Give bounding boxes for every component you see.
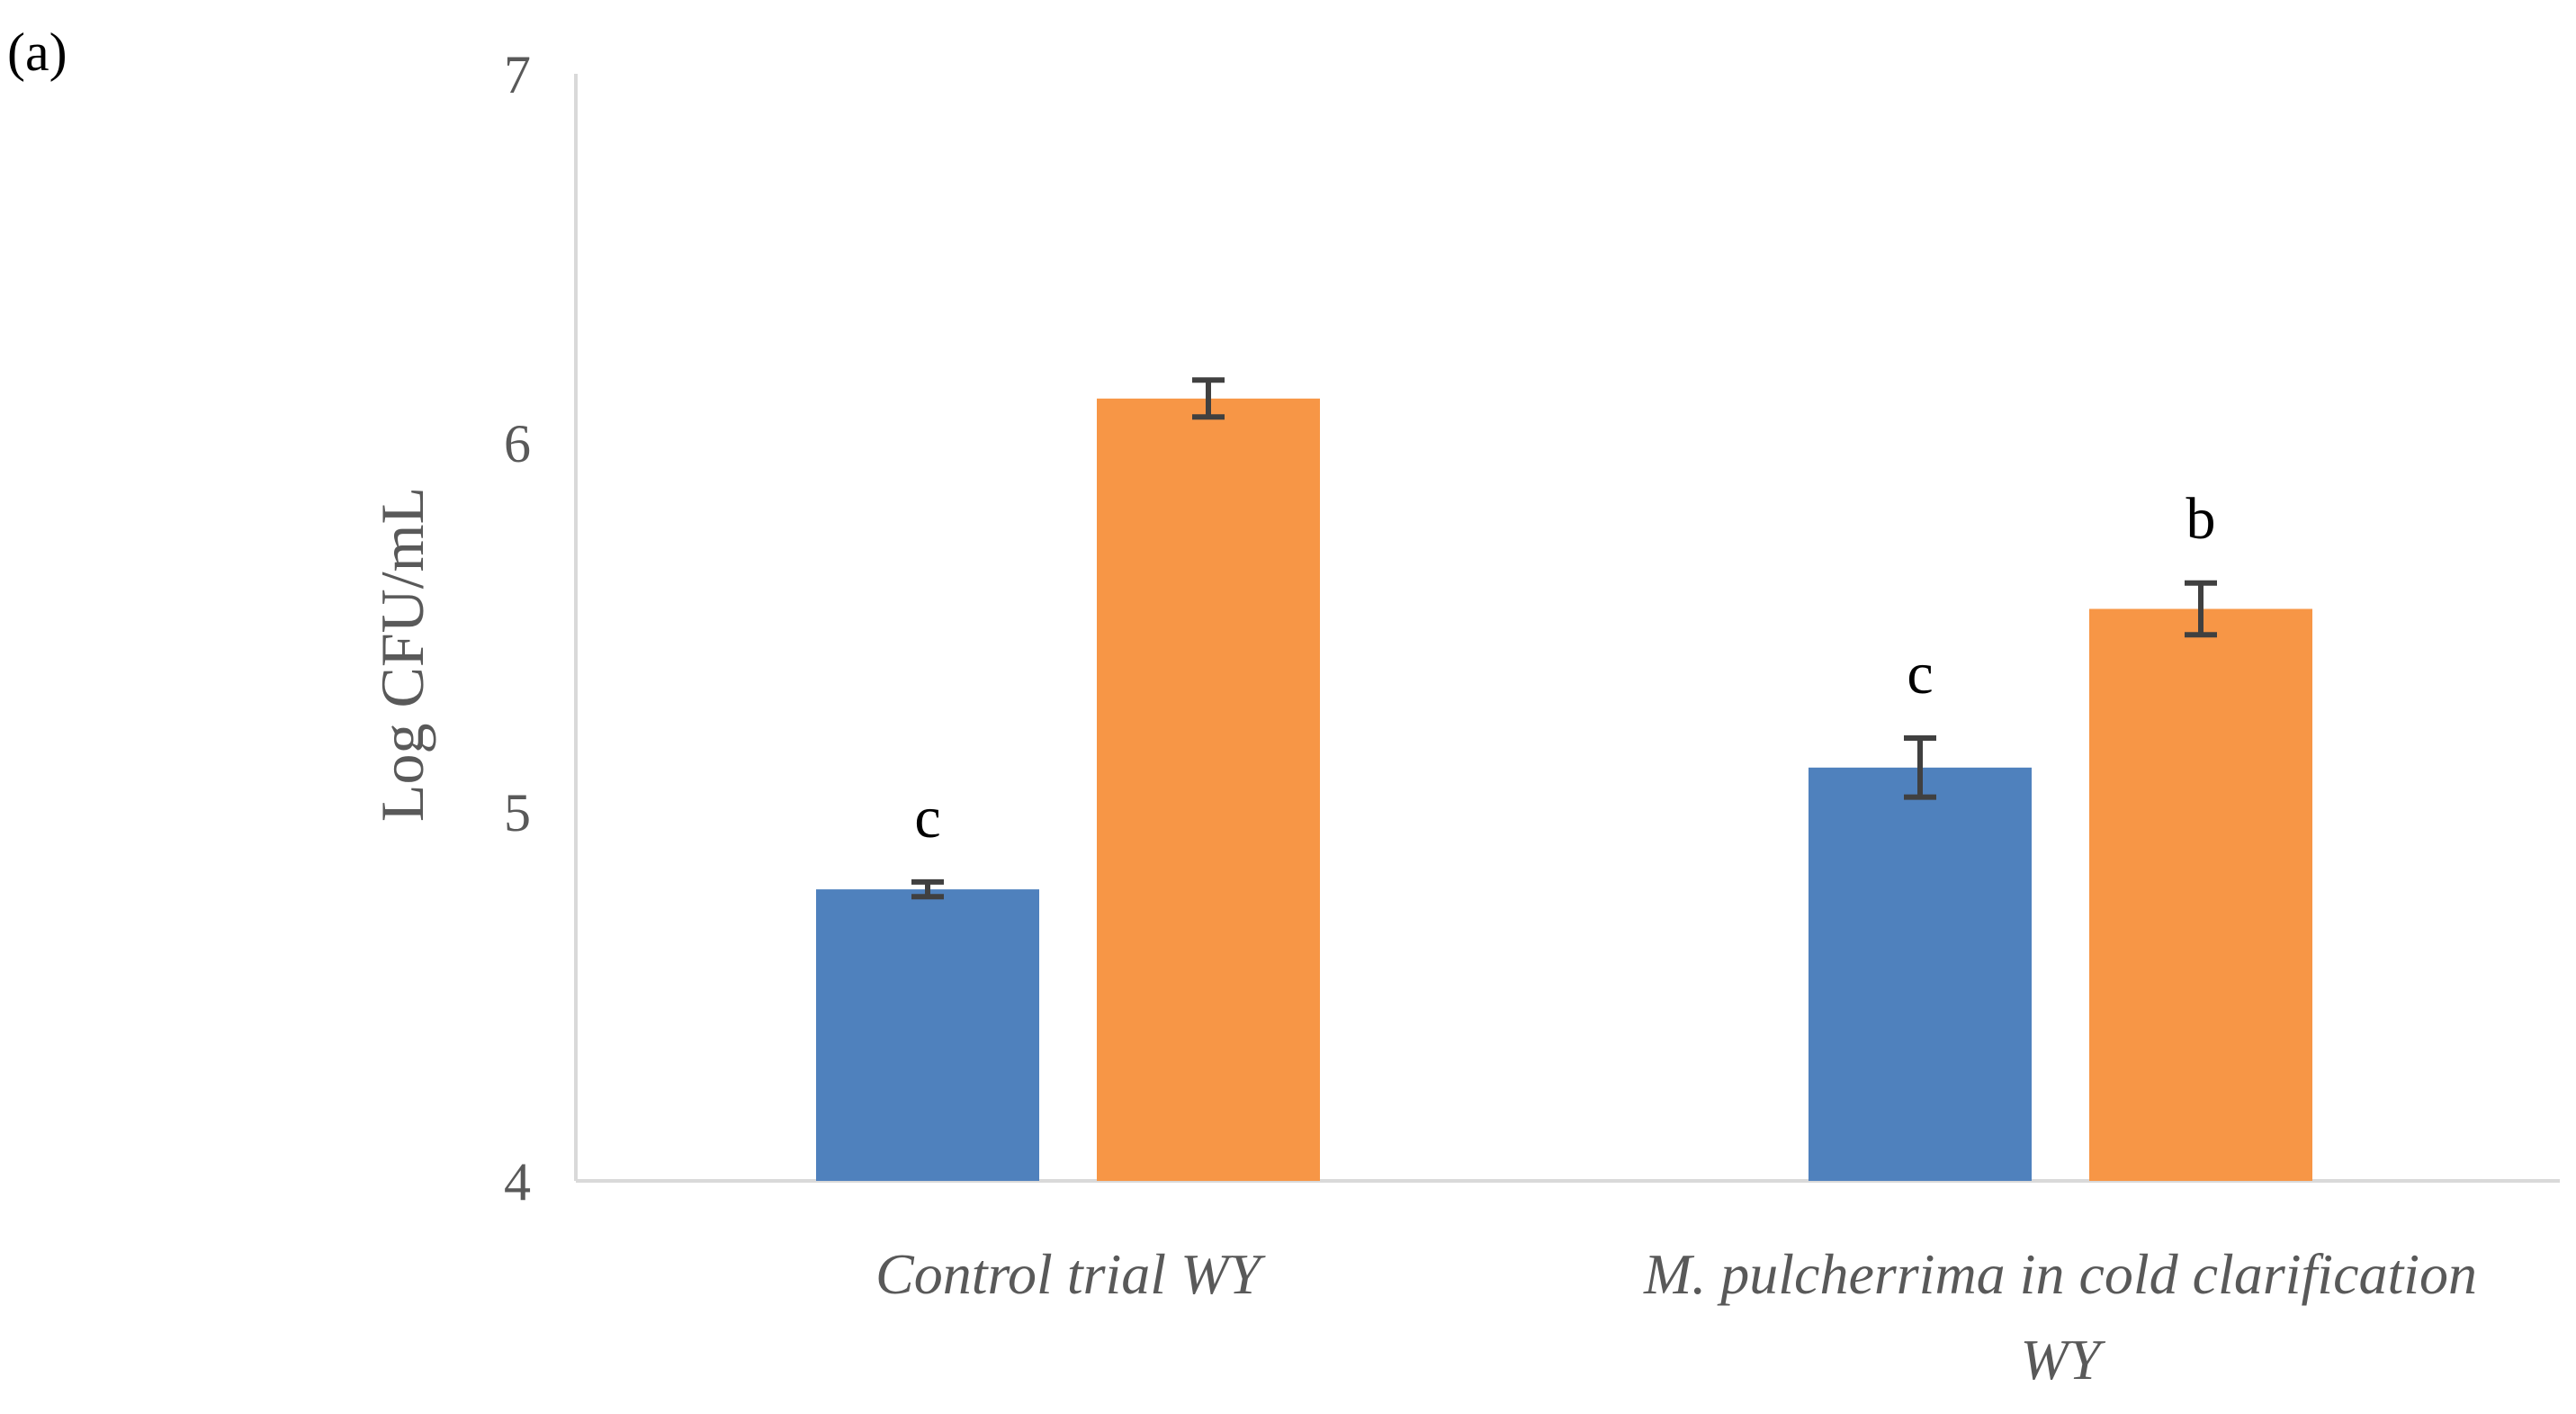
x-category-label: M. pulcherrima in cold clarification WY [1643, 1242, 2477, 1391]
y-tick-label: 7 [504, 45, 531, 104]
significance-label: c [914, 785, 940, 851]
error-bar [911, 878, 944, 900]
plot-area: 4 5 6 7 Log CFU/mL c c b Control trial WY M. pulc… [368, 45, 2560, 1391]
x-category-label-line: WY [2021, 1328, 2106, 1391]
error-bar [1904, 735, 1936, 800]
bar [1097, 398, 1320, 1181]
significance-label: b [2186, 486, 2216, 552]
y-tick-label: 5 [504, 783, 531, 842]
x-category-label: Control trial WY [875, 1242, 1266, 1306]
bar [816, 889, 1039, 1181]
x-category-label-line: Control trial WY [875, 1242, 1266, 1306]
y-tick-label: 4 [504, 1152, 531, 1211]
panel-label: (a) [7, 23, 67, 82]
significance-label: c [1907, 641, 1933, 707]
bar [1809, 767, 2032, 1181]
error-bar [1192, 377, 1225, 420]
y-tick-label: 6 [504, 414, 531, 473]
bar [2089, 608, 2312, 1181]
x-category-label-line: M. pulcherrima in cold clarification [1643, 1242, 2477, 1306]
y-axis-title: Log CFU/mL [368, 487, 436, 822]
error-bar [2185, 580, 2217, 638]
